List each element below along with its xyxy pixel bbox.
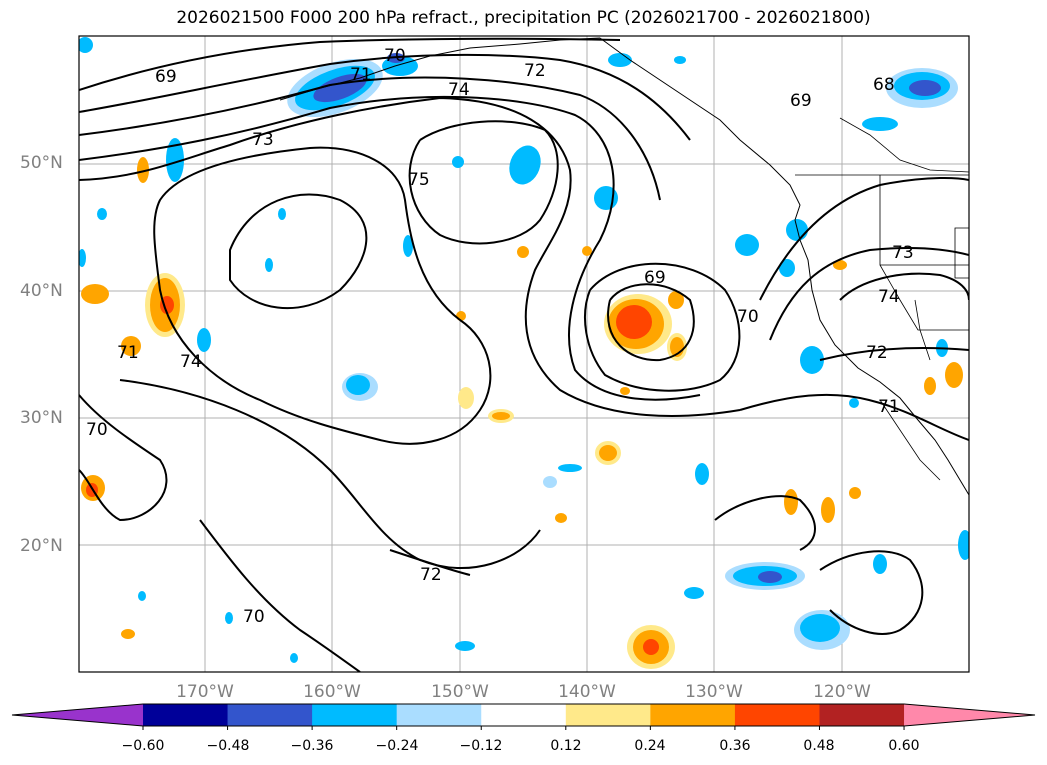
lat-label: 50°N <box>20 153 63 173</box>
contour-label: 73 <box>252 130 274 150</box>
latitude-labels: 50°N 40°N 30°N 20°N <box>20 153 63 556</box>
contour-70-southwest <box>79 394 168 522</box>
contour-label: 69 <box>155 67 177 87</box>
contour-label: 70 <box>243 607 265 627</box>
colorbar-segment <box>819 704 905 726</box>
contour-74-ring <box>153 146 492 445</box>
lon-label: 150°W <box>431 682 489 702</box>
contour-73-west <box>79 96 741 417</box>
lon-label: 140°W <box>558 682 616 702</box>
precip-positive-center <box>604 291 687 361</box>
contour-73-east <box>769 246 969 341</box>
lon-label: 120°W <box>813 682 871 702</box>
contour-71-north <box>79 76 661 201</box>
colorbar-segment <box>650 704 736 726</box>
colorbar-segment <box>481 704 567 726</box>
refractivity-contours <box>79 37 969 672</box>
lon-label: 170°W <box>176 682 234 702</box>
colorbar-tick-label: −0.12 <box>460 738 503 754</box>
contour-72-south <box>389 549 471 576</box>
chart-title: 2026021500 F000 200 hPa refract., precip… <box>176 8 871 28</box>
contour-72-north <box>79 95 701 401</box>
lon-label: 160°W <box>303 682 361 702</box>
colorbar-tick-label: 0.24 <box>634 738 665 754</box>
contour-label: 69 <box>790 91 812 111</box>
colorbar-tick-label: −0.24 <box>376 738 419 754</box>
colorbar <box>11 703 1036 730</box>
colorbar-tick-labels: −0.60 −0.48 −0.36 −0.24 −0.12 0.12 0.24 … <box>122 738 920 754</box>
colorbar-tick-label: 0.60 <box>888 738 919 754</box>
lat-label: 30°N <box>20 408 63 428</box>
contour-label: 74 <box>448 80 470 100</box>
precip-negative-scattered <box>79 37 969 663</box>
contour-labels: 69 70 71 72 74 73 75 69 69 70 68 73 74 7… <box>86 46 914 627</box>
contour-74-east <box>839 272 969 301</box>
contour-label: 68 <box>873 75 895 95</box>
colorbar-tick-label: 0.12 <box>550 738 581 754</box>
colorbar-extend-min <box>12 704 143 726</box>
colorbar-segment <box>312 704 398 726</box>
contour-74-inner <box>229 193 368 310</box>
contour-72-east <box>759 177 969 301</box>
lon-label: 130°W <box>685 682 743 702</box>
map-frame <box>78 35 970 673</box>
contour-71-south <box>119 379 541 569</box>
map-background <box>79 36 969 672</box>
contour-label: 72 <box>524 61 546 81</box>
colorbar-tick-label: 0.48 <box>803 738 834 754</box>
contour-72-southeast-2 <box>819 550 924 635</box>
lat-label: 40°N <box>20 281 63 301</box>
longitude-labels: 170°W 160°W 150°W 140°W 130°W 120°W <box>176 682 871 702</box>
contour-70-low <box>584 262 741 392</box>
colorbar-segment <box>396 704 482 726</box>
colorbar-tick-label: −0.36 <box>291 738 334 754</box>
colorbar-tick-label: −0.60 <box>122 738 165 754</box>
contour-label: 73 <box>892 243 914 263</box>
precip-positive-south <box>121 246 963 669</box>
contour-70-north <box>79 53 691 141</box>
contour-label: 75 <box>408 170 430 190</box>
contour-label: 72 <box>866 343 888 363</box>
contour-69-north <box>79 37 621 91</box>
colorbar-segment <box>143 704 229 726</box>
contour-label: 74 <box>180 352 202 372</box>
contour-label: 70 <box>737 307 759 327</box>
colorbar-segment <box>227 704 313 726</box>
precip-patches <box>79 37 969 669</box>
contour-label: 71 <box>878 397 900 417</box>
contour-label: 69 <box>644 268 666 288</box>
contour-label: 70 <box>86 420 108 440</box>
contour-label: 71 <box>350 65 372 85</box>
colorbar-segment <box>565 704 651 726</box>
contour-label: 72 <box>420 565 442 585</box>
contour-72-southeast <box>819 347 969 361</box>
colorbar-segment <box>734 704 821 726</box>
contour-70-south <box>199 519 361 672</box>
contour-label: 74 <box>878 287 900 307</box>
colorbar-tick-label: 0.36 <box>719 738 750 754</box>
contour-lows-small <box>714 495 816 551</box>
contour-75-ring <box>408 120 559 245</box>
contour-71-east <box>739 393 969 441</box>
contour-label: 71 <box>117 343 139 363</box>
contour-69-low <box>607 283 695 362</box>
colorbar-extend-max <box>904 704 1035 726</box>
contour-label: 70 <box>384 46 406 66</box>
lat-label: 20°N <box>20 536 63 556</box>
colorbar-tick-label: −0.48 <box>207 738 250 754</box>
